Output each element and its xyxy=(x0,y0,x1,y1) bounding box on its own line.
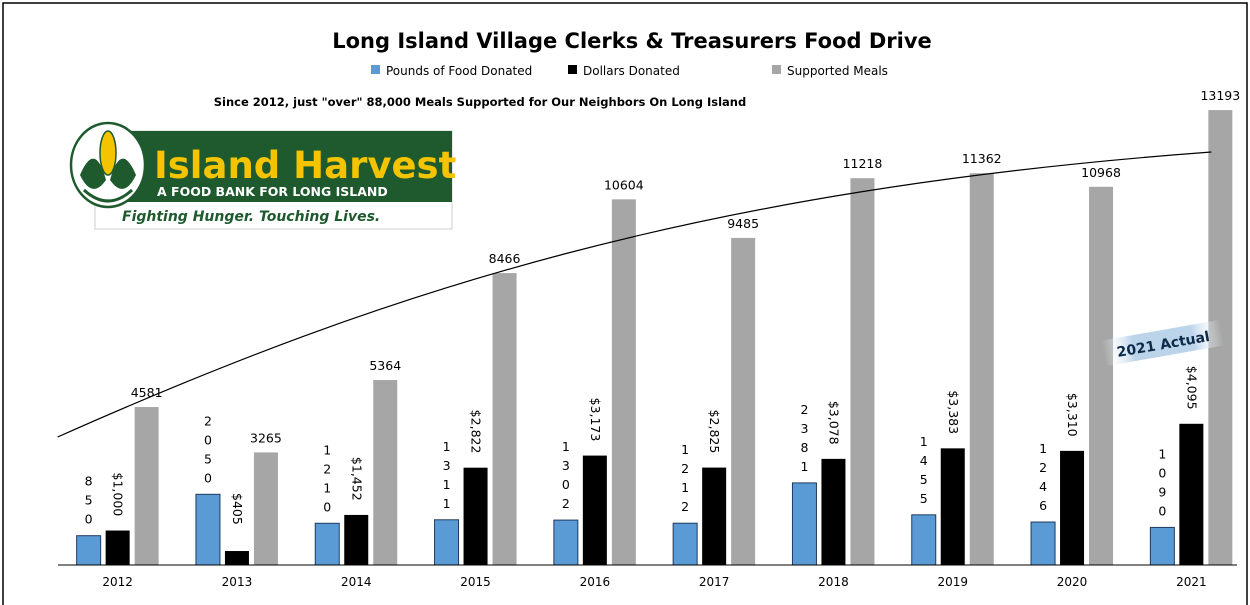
data-label-dollars-2017: $2,825 xyxy=(707,410,722,454)
bar-meals-2020 xyxy=(1089,186,1114,566)
bar-pounds-2014 xyxy=(314,522,340,566)
island-harvest-logo: Island Harvest A FOOD BANK FOR LONG ISLA… xyxy=(69,121,456,230)
legend-swatch-pounds xyxy=(371,65,380,74)
bar-meals-2019 xyxy=(969,173,994,565)
x-tick-2018: 2018 xyxy=(818,575,849,589)
bar-pounds-2020 xyxy=(1030,521,1056,566)
bar-dollars-2021 xyxy=(1179,423,1204,565)
data-label-dollars-2020: $3,310 xyxy=(1065,393,1080,437)
data-label-dollars-2021: $4,095 xyxy=(1184,366,1199,410)
logo-emblem-icon xyxy=(69,121,147,209)
logo-tagline: Fighting Hunger. Touching Lives. xyxy=(122,209,380,225)
bar-dollars-2020 xyxy=(1060,450,1085,565)
x-tick-2020: 2020 xyxy=(1057,575,1088,589)
bar-pounds-2021 xyxy=(1149,526,1175,566)
x-tick-2019: 2019 xyxy=(937,575,968,589)
bar-pounds-2018 xyxy=(791,482,817,566)
bar-meals-2016 xyxy=(611,199,636,565)
data-label-meals-2018: 11218 xyxy=(843,156,883,171)
bar-dollars-2018 xyxy=(821,458,846,565)
bar-pounds-2015 xyxy=(434,519,460,566)
data-label-dollars-2014: $1,452 xyxy=(349,457,364,501)
legend-swatch-meals xyxy=(772,65,781,74)
legend-label-dollars: Dollars Donated xyxy=(583,64,680,78)
bar-meals-2015 xyxy=(492,273,517,565)
data-label-dollars-2018: $3,078 xyxy=(826,401,841,445)
bar-pounds-2016 xyxy=(553,519,579,566)
data-label-meals-2013: 3265 xyxy=(250,430,282,445)
logo-name: Island Harvest xyxy=(154,144,456,187)
bar-pounds-2013 xyxy=(195,493,221,566)
bar-dollars-2019 xyxy=(940,448,965,565)
bar-dollars-2014 xyxy=(344,514,369,565)
data-label-dollars-2019: $3,383 xyxy=(946,390,961,434)
chart-title: Long Island Village Clerks & Treasurers … xyxy=(332,29,932,53)
bar-dollars-2016 xyxy=(582,455,607,565)
x-axis-ticks: 2012 2013 2014 2015 2016 2017 2018 2019 2020 2021 xyxy=(102,575,1206,589)
data-label-dollars-2015: $2,822 xyxy=(469,410,484,454)
x-tick-2013: 2013 xyxy=(222,575,253,589)
bar-meals-2018 xyxy=(850,178,875,565)
data-label-dollars-2013: $405 xyxy=(230,493,245,525)
x-tick-2012: 2012 xyxy=(102,575,133,589)
legend-label-pounds: Pounds of Food Donated xyxy=(386,64,532,78)
data-label-meals-2017: 9485 xyxy=(727,216,759,231)
logo-green-banner xyxy=(95,131,452,202)
bar-dollars-2013 xyxy=(224,551,249,565)
data-labels: 8 5 0 $1,000 4581 2 0 5 0 $405 3265 1 2 1 0 $1,452 5364 1… xyxy=(85,88,1241,527)
data-label-meals-2016: 10604 xyxy=(604,177,644,192)
legend: Pounds of Food Donated Dollars Donated Sup… xyxy=(371,64,888,78)
bar-dollars-2012 xyxy=(105,530,130,565)
legend-swatch-dollars xyxy=(568,65,577,74)
callout-background xyxy=(1101,319,1225,367)
logo-subline: A FOOD BANK FOR LONG ISLAND xyxy=(157,184,388,199)
data-label-dollars-2016: $3,173 xyxy=(588,398,603,442)
data-label-meals-2019: 11362 xyxy=(962,151,1002,166)
trendline xyxy=(57,151,1212,438)
bar-pounds-2019 xyxy=(911,514,937,566)
bar-pounds-2012 xyxy=(76,535,102,566)
data-label-meals-2012: 4581 xyxy=(131,385,163,400)
data-label-dollars-2012: $1,000 xyxy=(111,473,126,517)
bar-meals-2012 xyxy=(134,407,159,565)
bar-dollars-2017 xyxy=(702,467,727,565)
x-tick-2015: 2015 xyxy=(460,575,491,589)
bar-meals-2017 xyxy=(731,237,756,565)
bar-meals-2014 xyxy=(373,380,398,565)
bar-pounds-2017 xyxy=(672,522,698,566)
data-label-meals-2015: 8466 xyxy=(489,251,521,266)
legend-label-meals: Supported Meals xyxy=(787,64,888,78)
data-label-meals-2021: 13193 xyxy=(1200,88,1240,103)
x-tick-2017: 2017 xyxy=(699,575,730,589)
chart-subtitle: Since 2012, just "over" 88,000 Meals Sup… xyxy=(214,95,746,109)
bar-dollars-2015 xyxy=(463,467,488,565)
data-label-meals-2020: 10968 xyxy=(1081,165,1121,180)
x-tick-2016: 2016 xyxy=(580,575,611,589)
data-label-meals-2014: 5364 xyxy=(369,358,401,373)
x-tick-2014: 2014 xyxy=(341,575,372,589)
bar-meals-2013 xyxy=(253,452,278,565)
bars xyxy=(76,110,1233,566)
x-tick-2021: 2021 xyxy=(1176,575,1207,589)
